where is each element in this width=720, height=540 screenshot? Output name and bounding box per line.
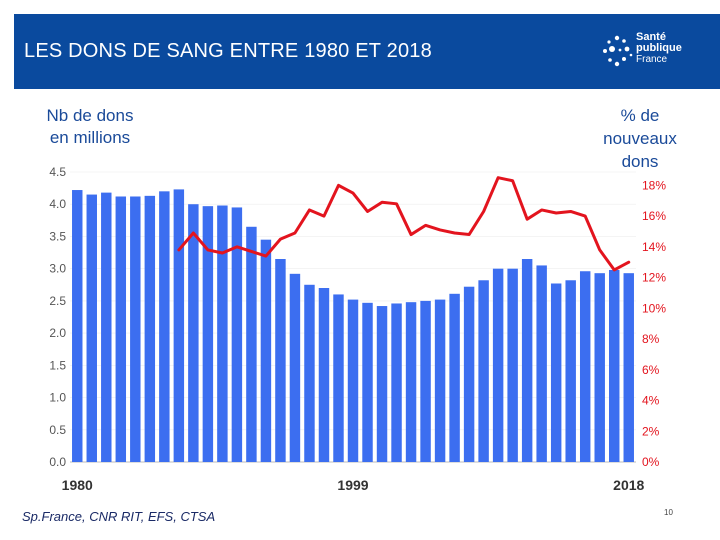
bar bbox=[275, 259, 286, 462]
bar bbox=[521, 259, 533, 462]
bar bbox=[623, 273, 634, 462]
left-axis-tick-label: 1.0 bbox=[49, 391, 66, 405]
bar bbox=[130, 196, 141, 463]
bar bbox=[202, 206, 214, 462]
bar bbox=[579, 271, 591, 462]
bar bbox=[217, 205, 228, 462]
bar bbox=[565, 280, 576, 462]
bar bbox=[362, 302, 373, 462]
bar bbox=[304, 284, 315, 462]
bar bbox=[550, 283, 562, 462]
right-axis-title: % de nouveaux dons bbox=[586, 104, 694, 173]
left-axis-tick-label: 4.0 bbox=[49, 197, 66, 211]
header-banner: LES DONS DE SANG ENTRE 1980 ET 2018 Sant… bbox=[14, 14, 720, 89]
right-axis-tick-label: 18% bbox=[642, 178, 666, 192]
right-axis-tick-label: 16% bbox=[642, 209, 666, 223]
right-axis-title-line1: % de bbox=[620, 106, 660, 125]
bar bbox=[434, 299, 446, 462]
bar bbox=[289, 273, 301, 462]
x-axis-ticks: 1980 1999 2018 bbox=[62, 477, 645, 493]
logo-dots-icon bbox=[603, 35, 633, 67]
x-axis-tick-label: 1999 bbox=[337, 477, 368, 493]
bar bbox=[609, 269, 620, 462]
right-axis-tick-label: 4% bbox=[642, 394, 660, 408]
bar bbox=[594, 273, 605, 462]
right-axis-tick-label: 10% bbox=[642, 301, 666, 315]
bar bbox=[376, 306, 388, 462]
bar bbox=[420, 300, 431, 462]
bar-series bbox=[72, 189, 634, 463]
bar bbox=[507, 268, 518, 462]
logo-line2: publique bbox=[636, 42, 682, 54]
bar bbox=[536, 265, 547, 462]
bar bbox=[405, 302, 417, 462]
right-axis-tick-label: 12% bbox=[642, 271, 666, 285]
page-number: 10 bbox=[664, 508, 673, 517]
bar bbox=[231, 207, 243, 462]
left-axis-title: Nb de dons en millions bbox=[30, 105, 150, 149]
left-axis-tick-label: 1.5 bbox=[49, 358, 66, 372]
bar bbox=[492, 268, 504, 462]
x-axis-tick-label: 2018 bbox=[613, 477, 644, 493]
right-axis-title-line3: dons bbox=[621, 152, 659, 171]
left-axis-ticks: 0.0 0.5 1.0 1.5 2.0 2.5 3.0 3.5 4.0 4.5 bbox=[49, 165, 66, 469]
bar bbox=[318, 288, 330, 462]
right-axis-tick-label: 8% bbox=[642, 332, 660, 346]
right-axis-tick-label: 2% bbox=[642, 424, 660, 438]
logo-line3: France bbox=[636, 54, 668, 65]
left-axis-tick-label: 2.5 bbox=[49, 294, 66, 308]
right-axis-title-line2: nouveaux bbox=[603, 129, 677, 148]
right-axis-tick-label: 6% bbox=[642, 363, 660, 377]
bar bbox=[391, 303, 402, 462]
bar bbox=[449, 293, 460, 462]
bar bbox=[260, 239, 272, 462]
logo-text: Santé publique France bbox=[636, 31, 682, 66]
line-series bbox=[177, 176, 631, 272]
bar bbox=[159, 191, 170, 462]
left-axis-tick-label: 0.0 bbox=[49, 455, 66, 469]
left-axis-title-line1: Nb de dons bbox=[46, 106, 134, 125]
bar bbox=[86, 194, 97, 462]
bar bbox=[173, 189, 185, 462]
bar bbox=[115, 196, 127, 463]
left-axis-tick-label: 3.0 bbox=[49, 262, 66, 276]
page-title: LES DONS DE SANG ENTRE 1980 ET 2018 bbox=[24, 40, 432, 62]
left-axis-tick-label: 4.5 bbox=[49, 165, 66, 179]
left-axis-tick-label: 2.0 bbox=[49, 326, 66, 340]
left-axis-title-line2: en millions bbox=[49, 128, 131, 147]
bar bbox=[101, 192, 112, 462]
bar bbox=[478, 280, 489, 462]
left-axis-tick-label: 3.5 bbox=[49, 229, 66, 243]
bar bbox=[347, 299, 359, 462]
bar bbox=[333, 294, 344, 462]
line-series-path bbox=[177, 176, 631, 272]
bar bbox=[72, 190, 83, 463]
left-axis-tick-label: 0.5 bbox=[49, 423, 66, 437]
sante-publique-logo: Santé publique France bbox=[600, 30, 710, 78]
bar bbox=[188, 204, 199, 462]
logo-line1: Santé bbox=[636, 31, 666, 43]
right-axis-tick-label: 14% bbox=[642, 240, 666, 254]
bar bbox=[246, 226, 257, 462]
x-axis-tick-label: 1980 bbox=[62, 477, 93, 493]
right-axis-ticks: 0% 2% 4% 6% 8% 10% 12% 14% 16% 18% bbox=[642, 178, 666, 469]
bar bbox=[144, 195, 156, 462]
right-axis-tick-label: 0% bbox=[642, 455, 660, 469]
bar bbox=[463, 286, 475, 462]
source-note: Sp.France, CNR RIT, EFS, CTSA bbox=[22, 509, 216, 524]
